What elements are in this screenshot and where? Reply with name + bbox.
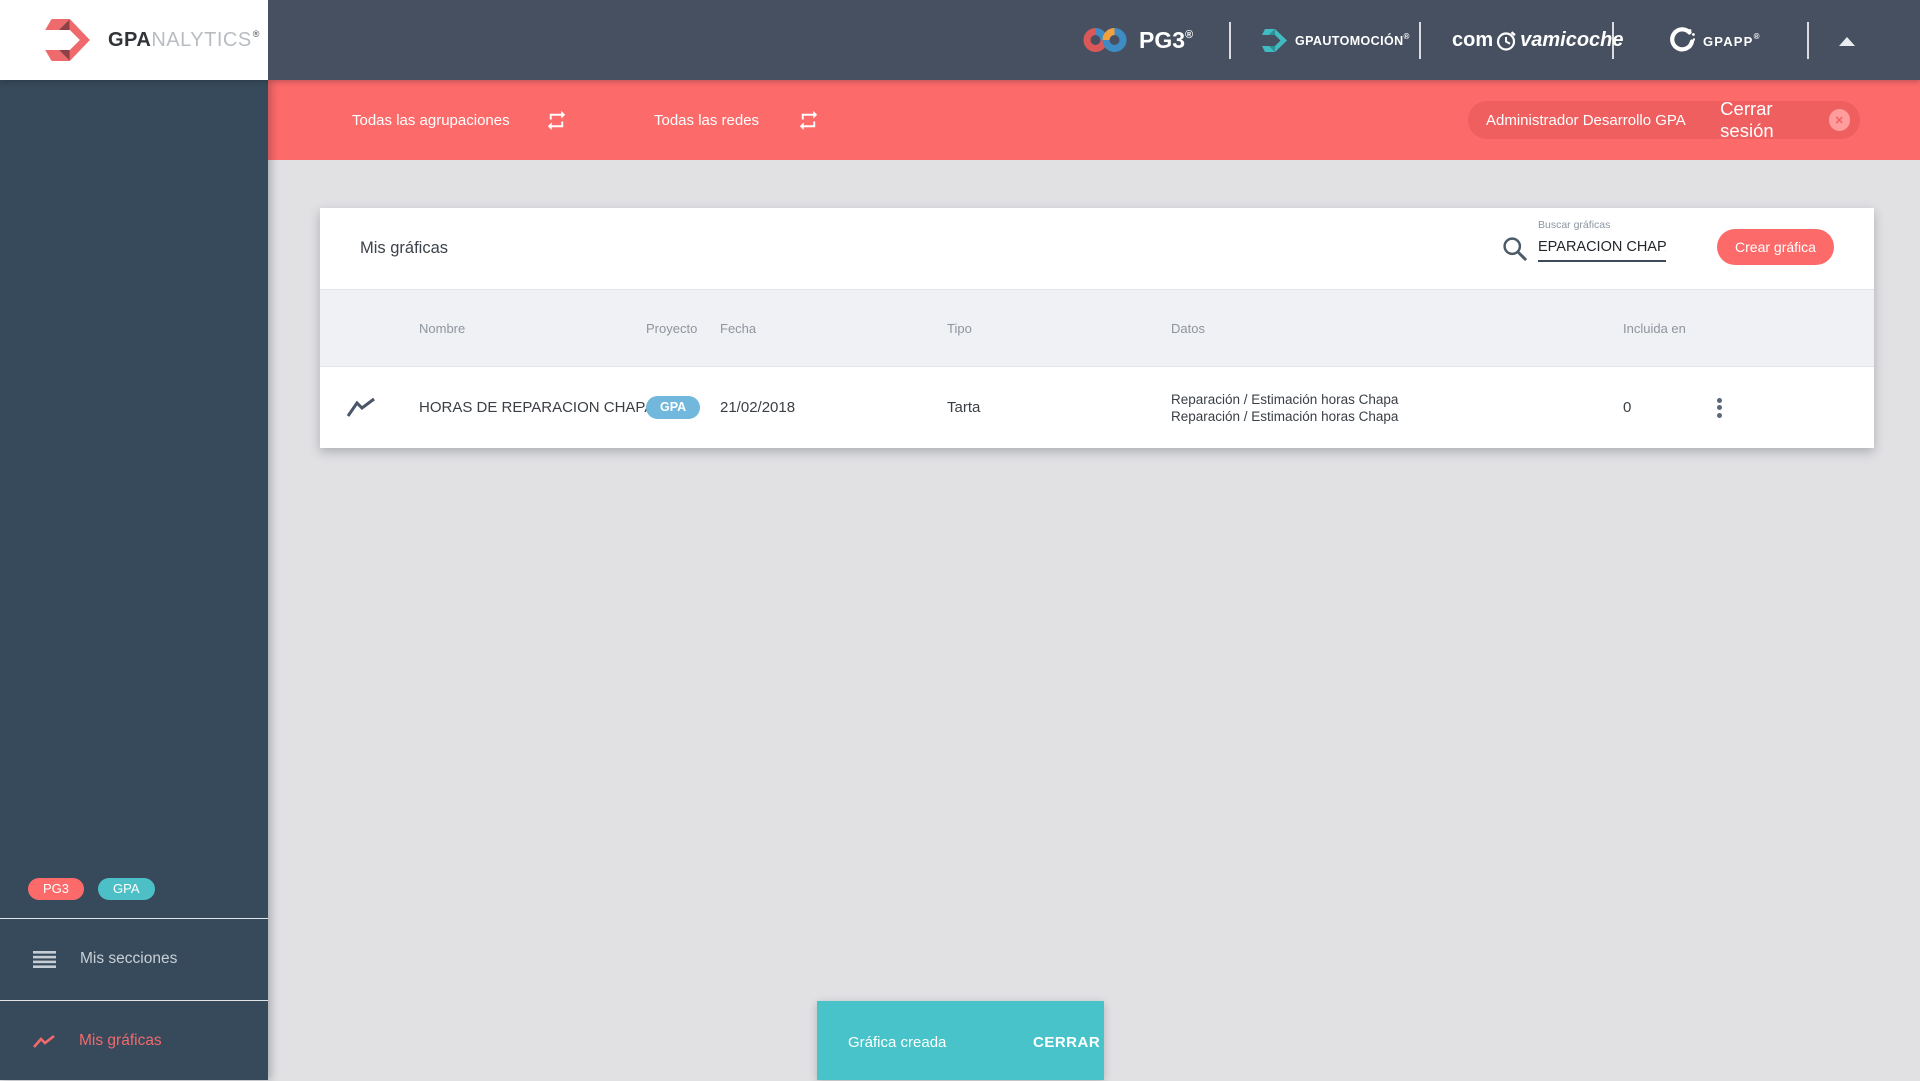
sidebar-item-label: Mis gráficas: [79, 1032, 162, 1049]
gpapp-wrench-icon: [1670, 26, 1695, 51]
user-name: Administrador Desarrollo GPA: [1486, 111, 1686, 129]
swap-icon[interactable]: [797, 109, 820, 132]
collapse-up-arrow[interactable]: [1839, 37, 1855, 46]
sidebar-item-mis-graficas[interactable]: Mis gráficas: [0, 1001, 268, 1081]
logo-reg-mark: ®: [252, 28, 260, 39]
compravamicoche-logo[interactable]: com vamicoche: [1452, 0, 1624, 80]
col-header-proyecto: Proyecto: [646, 321, 698, 336]
chart-line-icon: [33, 1034, 55, 1048]
col-header-datos: Datos: [1171, 321, 1205, 336]
sections-list-icon: [33, 950, 56, 968]
sidebar-badge-gpa[interactable]: GPA: [98, 878, 155, 900]
logout-button[interactable]: Cerrar sesión: [1720, 98, 1774, 141]
top-header: GPANALYTICS® PG3® GPAUTOMOCIÓN® com vami…: [0, 0, 1920, 80]
pg3-logo[interactable]: PG3®: [1082, 0, 1193, 80]
header-divider: [1807, 22, 1809, 59]
search-icon[interactable]: [1501, 235, 1528, 262]
network-label: Todas las redes: [654, 111, 760, 129]
snackbar-message: Gráfica creada: [848, 1034, 947, 1051]
row-actions-menu[interactable]: [1701, 367, 1737, 448]
user-session-box: Administrador Desarrollo GPA Cerrar sesi…: [1468, 98, 1860, 141]
row-type: Tarta: [947, 399, 981, 416]
sidebar-badge-pg3[interactable]: PG3: [28, 878, 85, 900]
charts-card: Mis gráficas Buscar gráficas EPARACION C…: [320, 208, 1874, 448]
gpapp-label: GPAPP®: [1703, 31, 1761, 49]
logo-text-light: NALYTICS: [151, 28, 252, 51]
header-divider: [1612, 22, 1614, 59]
sidebar-badges: PG3 GPA: [28, 878, 155, 900]
page-title: Mis gráficas: [360, 239, 449, 257]
table-row[interactable]: HORAS DE REPARACION CHAPA GPA 21/02/2018…: [320, 367, 1874, 448]
header-divider: [1229, 22, 1231, 59]
table-header: Nombre Proyecto Fecha Tipo Datos Incluid…: [320, 289, 1874, 367]
pg3-label: PG3®: [1139, 26, 1194, 53]
row-included-count: 0: [1623, 399, 1632, 416]
snackbar-close-button[interactable]: CERRAR: [1033, 1034, 1101, 1051]
header-divider: [1419, 22, 1421, 59]
row-name: HORAS DE REPARACION CHAPA: [419, 399, 655, 416]
gpapp-logo[interactable]: GPAPP®: [1668, 0, 1761, 80]
search-input[interactable]: Buscar gráficas EPARACION CHAPA: [1538, 219, 1666, 262]
logout-power-icon[interactable]: ✕: [1828, 109, 1850, 131]
sidebar: PG3 GPA Mis secciones Mis gráficas: [0, 80, 268, 1080]
search-label: Buscar gráficas: [1538, 219, 1611, 231]
gpanalytics-logo: GPANALYTICS®: [0, 0, 268, 80]
filter-bar: Todas las agrupaciones Todas las redes A…: [268, 80, 1920, 160]
col-header-incluida-en: Incluida en: [1623, 321, 1686, 336]
network-selector[interactable]: Todas las redes: [654, 80, 820, 160]
sidebar-item-label: Mis secciones: [80, 950, 178, 967]
row-date: 21/02/2018: [720, 399, 796, 416]
row-chart-icon: [346, 397, 375, 417]
row-datos-line: Reparación / Estimación horas Chapa: [1171, 391, 1399, 407]
compravamicoche-prefix: com: [1452, 28, 1494, 51]
row-datos-line: Reparación / Estimación horas Chapa: [1171, 408, 1399, 424]
row-datos: Reparación / Estimación horas Chapa Repa…: [1171, 391, 1398, 425]
col-header-tipo: Tipo: [947, 321, 972, 336]
col-header-fecha: Fecha: [720, 321, 757, 336]
sidebar-divider: [0, 1000, 268, 1001]
compravamicoche-suffix: vamicoche: [1520, 28, 1624, 51]
col-header-nombre: Nombre: [419, 321, 466, 336]
create-chart-button[interactable]: Crear gráfica: [1717, 229, 1834, 265]
swap-icon[interactable]: [545, 109, 568, 132]
sidebar-item-mis-secciones[interactable]: Mis secciones: [0, 919, 268, 999]
grouping-label: Todas las agrupaciones: [352, 111, 510, 129]
snackbar: Gráfica creada CERRAR: [817, 1001, 1104, 1080]
pg3-infinity-icon: [1083, 28, 1127, 52]
grouping-selector[interactable]: Todas las agrupaciones: [352, 80, 568, 160]
gpautomocion-arrow-icon: [1262, 28, 1287, 52]
clock-icon: [1497, 30, 1516, 51]
sidebar-divider: [0, 918, 268, 919]
gpanalytics-arrow-icon: [45, 19, 90, 61]
gpanalytics-logo-text: GPANALYTICS®: [108, 29, 260, 52]
search-value: EPARACION CHAPA: [1538, 238, 1666, 262]
logo-text-bold: GPA: [108, 28, 152, 51]
gpautomocion-label: GPAUTOMOCIÓN®: [1295, 32, 1410, 48]
row-project-badge: GPA: [646, 396, 701, 419]
gpautomocion-logo[interactable]: GPAUTOMOCIÓN®: [1262, 0, 1410, 80]
